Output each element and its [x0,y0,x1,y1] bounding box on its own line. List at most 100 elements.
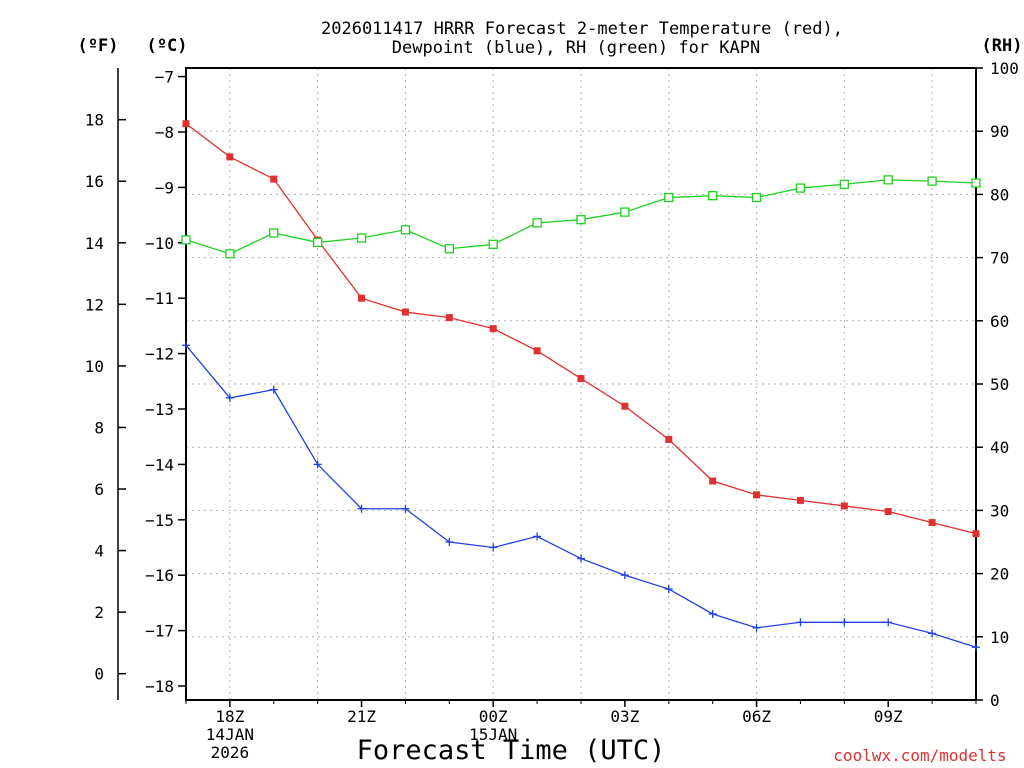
dewpoint-point [928,629,937,638]
temperature-point [972,530,980,538]
temperature-point [621,402,629,410]
x-tick-label: 15JAN [469,725,517,744]
temperature-point [401,308,409,316]
x-tick-label: 03Z [610,707,639,726]
rh-point [708,191,718,201]
dewpoint-point [313,460,322,469]
rh-point [532,218,542,228]
rh-point [971,178,981,188]
rh-tick-label: 20 [990,565,1009,584]
rh-point [269,228,279,238]
x-tick-label: 00Z [479,707,508,726]
rh-tick-label: 100 [990,59,1019,78]
x-tick-label: 2026 [211,743,250,762]
credit-text: coolwx.com/modelts [833,746,1006,765]
dewpoint-point [577,554,585,563]
rh-tick-label: 40 [990,438,1009,457]
dewpoint-point [708,609,717,618]
temperature-line [185,123,977,535]
fahrenheit-unit-label: (ºF) [78,36,119,56]
x-tick-label: 18Z [215,707,244,726]
fahrenheit-tick-label: 8 [94,418,104,437]
celsius-tick-label: −7 [155,68,174,87]
rh-point [313,237,323,248]
axes: −7 −8 −9 −10 −11 −12 −13 −14 −15 −16 −17 −18 18 16 14 1… [85,59,1019,762]
temperature-point [577,375,585,383]
rh-tick-label: 50 [990,375,1009,394]
temperature-point [270,175,278,183]
rh-tick-label: 0 [990,691,1000,710]
temperature-point [840,502,848,510]
celsius-tick-label: −12 [145,345,174,364]
rh-unit-label: (RH) [982,36,1023,56]
temperature-point [796,496,804,504]
dewpoint-point [182,341,190,350]
rh-point [225,249,235,259]
temperature-point [226,153,234,161]
temperature-point [358,294,366,302]
rh-tick-label: 60 [990,312,1009,331]
rh-tick-label: 10 [990,628,1009,647]
celsius-tick-label: −15 [145,511,174,530]
rh-point [620,207,630,217]
fahrenheit-tick-label: 2 [94,603,104,622]
chart-title-line2: Dewpoint (blue), RH (green) for KAPN [392,38,760,58]
rh-point [927,176,937,186]
temperature-point [182,120,190,128]
x-tick-label: 06Z [742,707,771,726]
dewpoint-point [664,585,673,594]
temperature-point [928,519,936,527]
rh-point [356,233,367,243]
dewpoint-point [401,504,410,513]
temperature-point [489,325,497,333]
rh-tick-label: 70 [990,249,1009,268]
dewpoint-point [620,571,629,580]
temperature-point [884,507,892,515]
x-tick-label: 09Z [874,707,903,726]
rh-point [576,215,586,225]
celsius-tick-label: −16 [145,566,174,585]
fahrenheit-tick-label: 18 [85,111,104,130]
dewpoint-point [445,537,454,546]
temperature-point [445,314,453,322]
x-tick-label: 21Z [347,707,376,726]
temperature-point [709,477,717,485]
celsius-tick-label: −10 [145,234,174,253]
celsius-tick-label: −13 [145,400,174,419]
rh-point [795,183,806,193]
celsius-unit-label: (ºC) [147,36,188,56]
series-layer [181,120,981,652]
gridlines [186,68,976,700]
fahrenheit-tick-label: 0 [94,665,104,684]
dewpoint-point [840,618,849,627]
rh-tick-label: 80 [990,185,1009,204]
dewpoint-line [185,344,977,648]
celsius-tick-label: −18 [145,677,174,696]
x-axis-label: Forecast Time (UTC) [357,735,666,766]
rh-point [444,244,454,254]
dewpoint-point [225,393,234,402]
fahrenheit-tick-label: 12 [85,295,104,314]
celsius-tick-label: −14 [145,455,174,474]
dewpoint-point [884,618,893,627]
chart-title-line1: 2026011417 HRRR Forecast 2-meter Tempera… [321,19,843,39]
fahrenheit-tick-label: 16 [85,172,104,191]
rh-point [488,239,498,249]
celsius-tick-label: −9 [155,178,174,197]
dewpoint-point [796,618,805,627]
celsius-tick-label: −11 [145,289,174,308]
rh-point [751,192,762,203]
x-tick-label: 14JAN [206,725,254,744]
rh-point [664,192,674,203]
temperature-point [753,491,761,499]
fahrenheit-tick-label: 14 [85,234,104,253]
rh-point [400,225,411,235]
celsius-tick-label: −8 [155,123,174,142]
rh-tick-label: 30 [990,501,1009,520]
plot-frame [185,67,977,701]
dewpoint-point [489,543,498,552]
rh-point [839,179,849,189]
rh-tick-label: 90 [990,122,1009,141]
rh-point [883,175,893,185]
